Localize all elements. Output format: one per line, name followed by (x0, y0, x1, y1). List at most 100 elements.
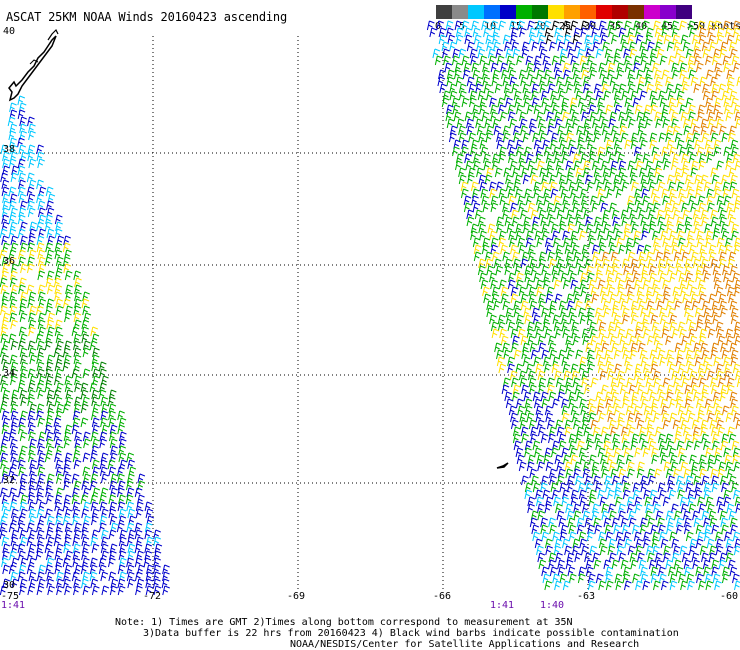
wind-barb (545, 34, 554, 45)
wind-barb (502, 202, 510, 213)
wind-barb (672, 125, 681, 136)
wind-barb (630, 258, 639, 269)
wind-barb (708, 251, 717, 262)
legend-color-cell (532, 5, 548, 19)
wind-barb (17, 382, 26, 393)
wind-barb (702, 83, 710, 94)
wind-barb (708, 244, 717, 255)
wind-barb (54, 242, 63, 253)
wind-barb (675, 524, 684, 535)
wind-barb (526, 104, 535, 115)
wind-barb (518, 69, 527, 80)
wind-barb (525, 195, 534, 206)
wind-barb (661, 20, 670, 31)
wind-barb (726, 83, 735, 94)
wind-barb (718, 258, 727, 269)
wind-barb (691, 34, 700, 45)
wind-barb (690, 167, 698, 178)
wind-barb (536, 69, 544, 80)
wind-barb (134, 487, 143, 498)
wind-barb (562, 580, 571, 591)
wind-barb (713, 146, 722, 157)
wind-barb (489, 188, 497, 199)
wind-barb (526, 279, 534, 290)
wind-barb (18, 193, 27, 204)
wind-barb (9, 501, 18, 512)
wind-barb (597, 188, 605, 199)
wind-barb (639, 90, 648, 101)
wind-barb (46, 389, 55, 400)
wind-barb (9, 312, 18, 323)
wind-barb (567, 48, 575, 59)
wind-barb (688, 153, 697, 164)
wind-barb (498, 20, 506, 31)
wind-barb (555, 244, 564, 255)
wind-barb (527, 20, 535, 31)
wind-barb (504, 41, 512, 52)
wind-barb (116, 487, 125, 498)
wind-barb (9, 291, 18, 302)
wind-barb (10, 144, 18, 155)
wind-barb (109, 438, 118, 449)
wind-barb (1, 466, 10, 477)
wind-barb (564, 244, 573, 255)
wind-barb (478, 132, 486, 143)
wind-barb (563, 237, 571, 248)
wind-barb (455, 27, 464, 38)
wind-barb (586, 55, 595, 66)
wind-barb (501, 69, 509, 80)
wind-barb (508, 230, 516, 241)
wind-barb (627, 195, 635, 206)
wind-barb (627, 160, 636, 171)
wind-barb (490, 244, 498, 255)
wind-barb (734, 237, 740, 248)
wind-barb (513, 90, 522, 101)
wind-barb (568, 573, 577, 584)
wind-barb (670, 111, 679, 122)
wind-barb (629, 209, 637, 220)
wind-barb (707, 111, 716, 122)
wind-barb (600, 34, 609, 45)
wind-barb (36, 480, 44, 491)
wind-barb (2, 193, 10, 204)
wind-barb (80, 389, 89, 400)
wind-barb (17, 571, 26, 582)
wind-barb (45, 214, 53, 225)
wind-barb (556, 209, 565, 220)
wind-barb (649, 55, 658, 66)
wind-barb (668, 188, 677, 199)
wind-barb (594, 216, 602, 227)
wind-barb (11, 389, 20, 400)
wind-barb (479, 104, 487, 115)
wind-barb (549, 181, 558, 192)
wind-barb (688, 69, 697, 80)
wind-barb (641, 223, 650, 234)
wind-barb (99, 459, 108, 470)
wind-barb (91, 585, 100, 596)
wind-barb (488, 55, 497, 66)
wind-barb (27, 340, 36, 351)
wind-barb (682, 118, 691, 129)
wind-barb (56, 508, 64, 519)
wind-barb (0, 326, 9, 337)
wind-barb (99, 466, 108, 477)
wind-barb (432, 48, 441, 59)
wind-barb (702, 265, 710, 276)
wind-barb (89, 382, 98, 393)
wind-barb (480, 188, 489, 199)
wind-barb (668, 97, 677, 108)
wind-barb (19, 529, 28, 540)
wind-barb (512, 251, 520, 262)
wind-barb (662, 153, 671, 164)
wind-barb (107, 557, 116, 568)
wind-barb (617, 153, 625, 164)
wind-barb (582, 167, 591, 178)
wind-barb (481, 195, 489, 206)
wind-barb (74, 522, 82, 533)
wind-barb (0, 403, 8, 414)
wind-barb (18, 207, 27, 218)
wind-barb (466, 41, 475, 52)
wind-barb (55, 515, 63, 526)
wind-barb (674, 174, 683, 185)
wind-barb (0, 515, 8, 526)
